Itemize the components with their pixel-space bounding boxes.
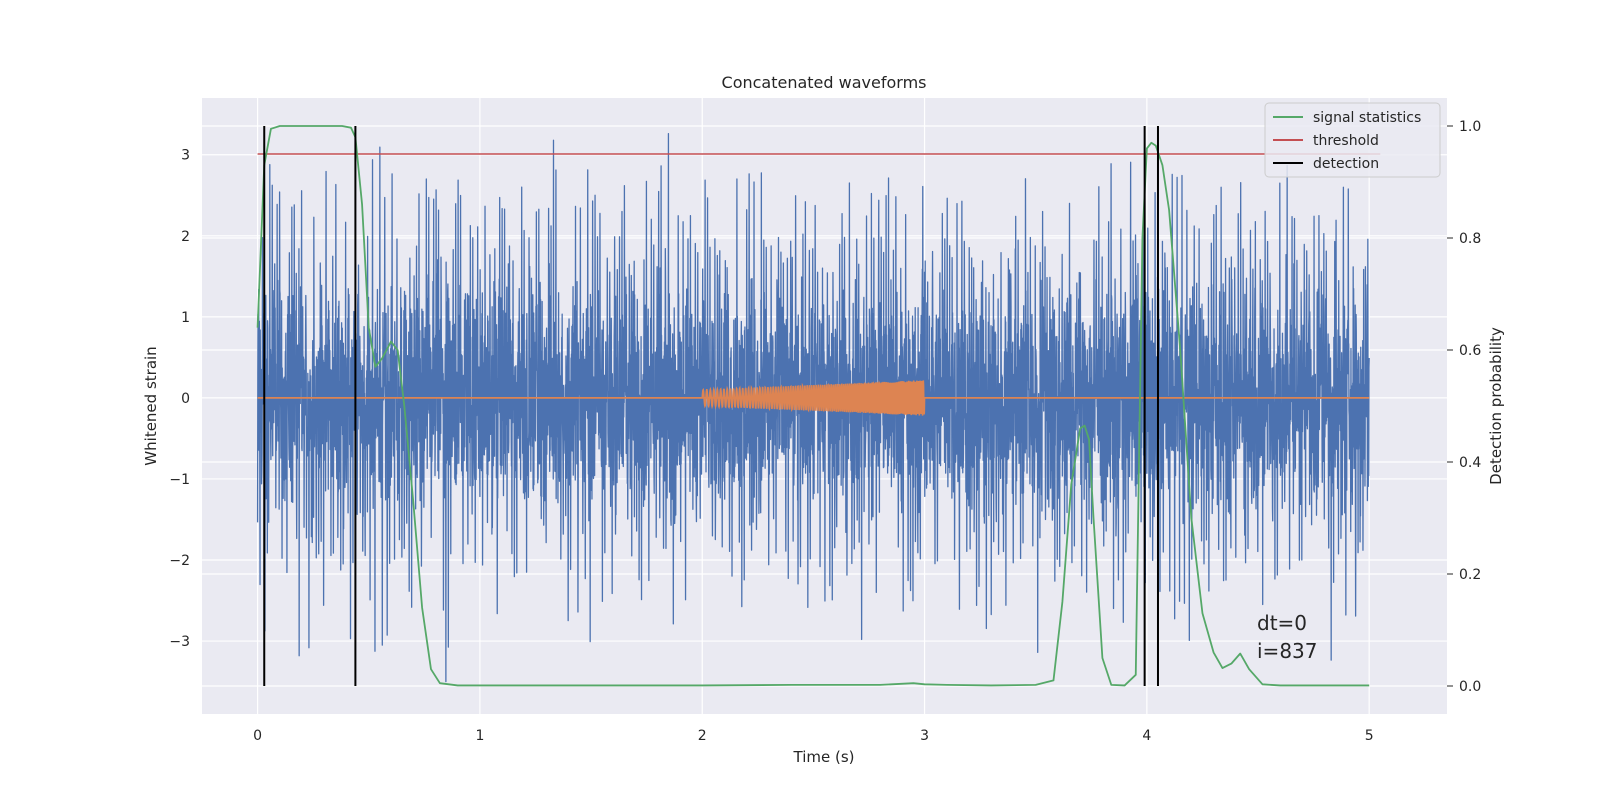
y-tick-label: 0 <box>181 391 190 407</box>
y-tick-label: −3 <box>169 634 190 650</box>
x-tick-label: 0 <box>253 728 262 744</box>
legend-label: detection <box>1313 156 1379 172</box>
series-layer <box>256 125 1381 687</box>
annotation-i: i=837 <box>1257 639 1318 663</box>
y-tick-label: 1 <box>181 310 190 326</box>
x-tick-label: 1 <box>475 728 484 744</box>
legend-label: threshold <box>1313 133 1379 149</box>
x-axis-label: Time (s) <box>793 748 855 766</box>
y-tick-label-right: 1.0 <box>1459 119 1481 135</box>
y-axis-label: Whitened strain <box>142 346 160 465</box>
y-tick-label: 2 <box>181 229 190 245</box>
x-tick-label: 2 <box>698 728 707 744</box>
legend: signal statistics threshold detection <box>1264 102 1441 178</box>
axes: 0 1 2 3 4 5 −3 −2 −1 0 1 2 3 0.0 0.2 0.4 0.6 0.8 1.0 <box>169 119 1481 744</box>
annotation-dt: dt=0 <box>1257 611 1307 635</box>
y-tick-label: −2 <box>169 553 190 569</box>
y-tick-label-right: 0.4 <box>1459 455 1481 471</box>
x-tick-label: 4 <box>1142 728 1151 744</box>
legend-label: signal statistics <box>1313 110 1421 126</box>
legend-box <box>1264 102 1441 178</box>
template-chirp <box>701 380 926 416</box>
chart-title: Concatenated waveforms <box>722 73 927 92</box>
y-tick-label-right: 0.2 <box>1459 567 1481 583</box>
y-tick-label: 3 <box>181 148 190 164</box>
y-tick-label: −1 <box>169 472 190 488</box>
y-tick-label-right: 0.8 <box>1459 231 1481 247</box>
y-tick-label-right: 0.0 <box>1459 679 1481 695</box>
strain-line <box>256 133 1370 683</box>
y-axis-right-label: Detection probability <box>1487 327 1505 485</box>
signal-statistics-line <box>256 125 1370 687</box>
x-tick-label: 3 <box>920 728 929 744</box>
y-tick-label-right: 0.6 <box>1459 343 1481 359</box>
x-tick-label: 5 <box>1365 728 1374 744</box>
